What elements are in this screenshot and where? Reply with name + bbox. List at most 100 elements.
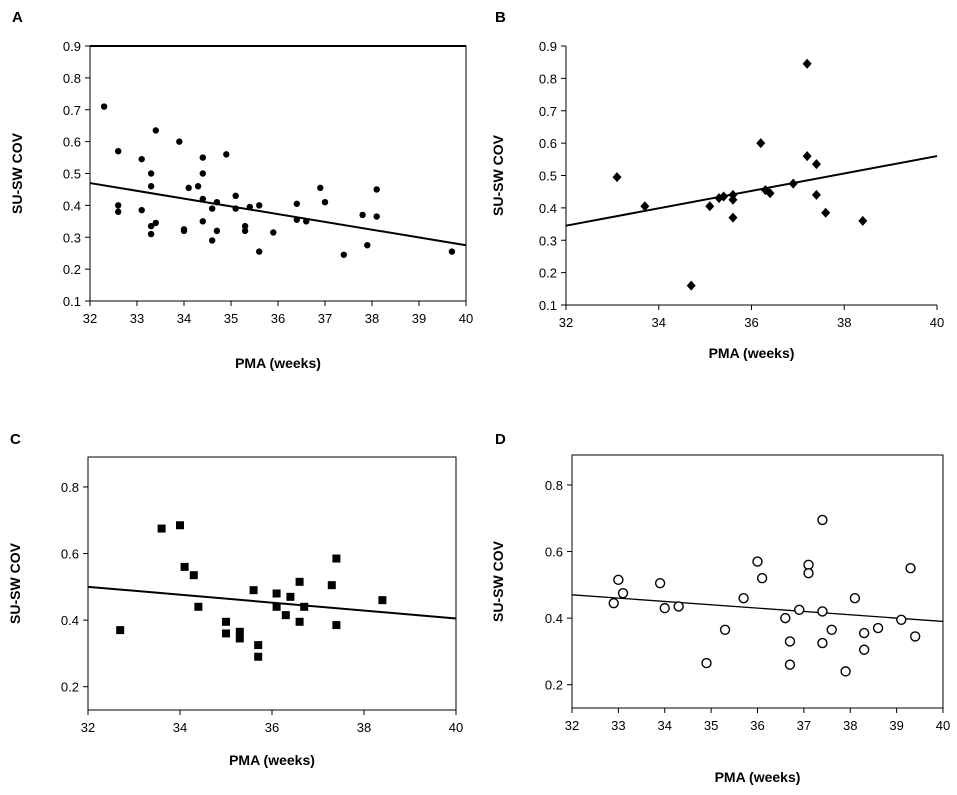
data-point xyxy=(617,587,629,599)
panel-letter: A xyxy=(12,9,23,26)
x-tick-label: 36 xyxy=(265,720,279,735)
data-point xyxy=(115,202,122,209)
data-point xyxy=(849,592,861,604)
chart-panel-b: B 32 34 36 38 40 0.1 0.2 0.3 0.4 0.5 0.6 0.7 0.8 0.9 PM… xyxy=(490,9,944,361)
data-point xyxy=(293,200,300,207)
data-point xyxy=(784,636,796,647)
data-point xyxy=(241,227,249,235)
data-point xyxy=(300,602,309,611)
data-point xyxy=(194,602,203,611)
data-point xyxy=(199,170,206,177)
x-tick-label: 32 xyxy=(83,311,97,326)
x-tick-label: 34 xyxy=(652,315,666,330)
data-point xyxy=(826,624,837,635)
y-tick-label: 0.7 xyxy=(539,104,557,119)
chart-panel-a: A 32 33 34 35 36 37 38 39 40 0.1 0.2 0.3 0.4 0.5 0.6 0.7… xyxy=(9,9,473,371)
y-tick-label: 0.8 xyxy=(539,71,557,86)
data-point xyxy=(176,521,184,530)
data-point xyxy=(756,572,768,584)
data-point xyxy=(295,577,304,586)
x-tick-label: 32 xyxy=(559,315,573,330)
y-tick-label: 0.4 xyxy=(539,201,557,216)
data-point xyxy=(359,211,366,219)
data-point xyxy=(811,189,821,200)
data-point xyxy=(373,213,380,220)
y-tick-label: 0.4 xyxy=(61,613,79,628)
data-point xyxy=(738,592,749,604)
y-tick-label: 0.8 xyxy=(545,478,563,493)
y-tick-label: 0.8 xyxy=(63,71,81,86)
panel-letter: B xyxy=(495,9,506,26)
data-point xyxy=(719,624,731,635)
y-tick-label: 0.4 xyxy=(63,198,81,213)
x-tick-label: 38 xyxy=(365,311,379,326)
data-point xyxy=(270,229,277,236)
y-tick-label: 0.5 xyxy=(63,167,81,182)
data-point xyxy=(364,242,371,249)
data-point xyxy=(303,218,310,225)
data-point xyxy=(327,581,336,590)
data-point xyxy=(659,602,670,614)
data-point xyxy=(147,170,155,177)
x-tick-label: 38 xyxy=(357,720,371,735)
x-tick-label: 32 xyxy=(81,720,95,735)
data-point xyxy=(222,617,230,626)
data-point xyxy=(448,248,456,255)
x-tick-label: 37 xyxy=(318,311,332,326)
data-point xyxy=(209,205,216,212)
data-point xyxy=(138,206,145,214)
data-point xyxy=(180,562,189,571)
data-point xyxy=(199,195,206,203)
data-point xyxy=(858,644,870,655)
data-point xyxy=(157,524,166,533)
data-point xyxy=(100,103,108,110)
x-axis-title: PMA (weeks) xyxy=(709,345,795,361)
data-point xyxy=(295,617,304,626)
x-tick-label: 34 xyxy=(658,718,672,733)
data-point xyxy=(199,154,206,161)
data-point xyxy=(612,172,622,183)
y-tick-label: 0.4 xyxy=(545,611,563,626)
x-tick-label: 38 xyxy=(837,315,851,330)
trend-line xyxy=(87,585,457,620)
data-point xyxy=(794,604,805,615)
data-point xyxy=(209,237,216,244)
y-tick-label: 0.9 xyxy=(539,39,557,54)
data-point xyxy=(909,631,921,642)
y-tick-label: 0.2 xyxy=(63,262,81,277)
data-point xyxy=(654,577,666,589)
data-point xyxy=(222,629,230,638)
data-point xyxy=(332,554,341,563)
y-tick-label: 0.3 xyxy=(63,230,81,245)
y-tick-label: 0.3 xyxy=(539,233,557,248)
data-point xyxy=(905,562,916,574)
y-tick-label: 0.2 xyxy=(539,266,557,281)
x-tick-label: 40 xyxy=(459,311,473,326)
y-tick-label: 0.1 xyxy=(63,294,81,309)
y-tick-label: 0.7 xyxy=(63,103,81,118)
data-point xyxy=(256,202,263,209)
data-point xyxy=(176,138,183,145)
x-tick-label: 34 xyxy=(173,720,187,735)
y-axis-title: SU-SW COV xyxy=(490,540,506,622)
data-point xyxy=(213,198,221,206)
data-point xyxy=(194,183,202,190)
y-axis-title: SU-SW COV xyxy=(7,542,23,624)
trend-line xyxy=(571,594,944,623)
data-point xyxy=(272,589,281,598)
data-point xyxy=(373,186,380,193)
data-point xyxy=(378,596,387,605)
data-point xyxy=(640,201,650,212)
data-point xyxy=(821,207,831,218)
data-point xyxy=(788,178,798,189)
data-point xyxy=(249,586,258,595)
data-point xyxy=(152,219,159,227)
data-point xyxy=(752,556,763,567)
data-point xyxy=(858,215,868,226)
y-tick-label: 0.1 xyxy=(539,298,557,313)
data-point xyxy=(756,138,766,149)
data-point xyxy=(728,194,738,205)
chart-panel-c: C 32 34 36 38 40 0.2 0.4 0.6 0.8 PMA (weeks) SU-SW … xyxy=(7,431,463,768)
data-point xyxy=(254,641,263,650)
x-axis-title: PMA (weeks) xyxy=(235,355,321,371)
